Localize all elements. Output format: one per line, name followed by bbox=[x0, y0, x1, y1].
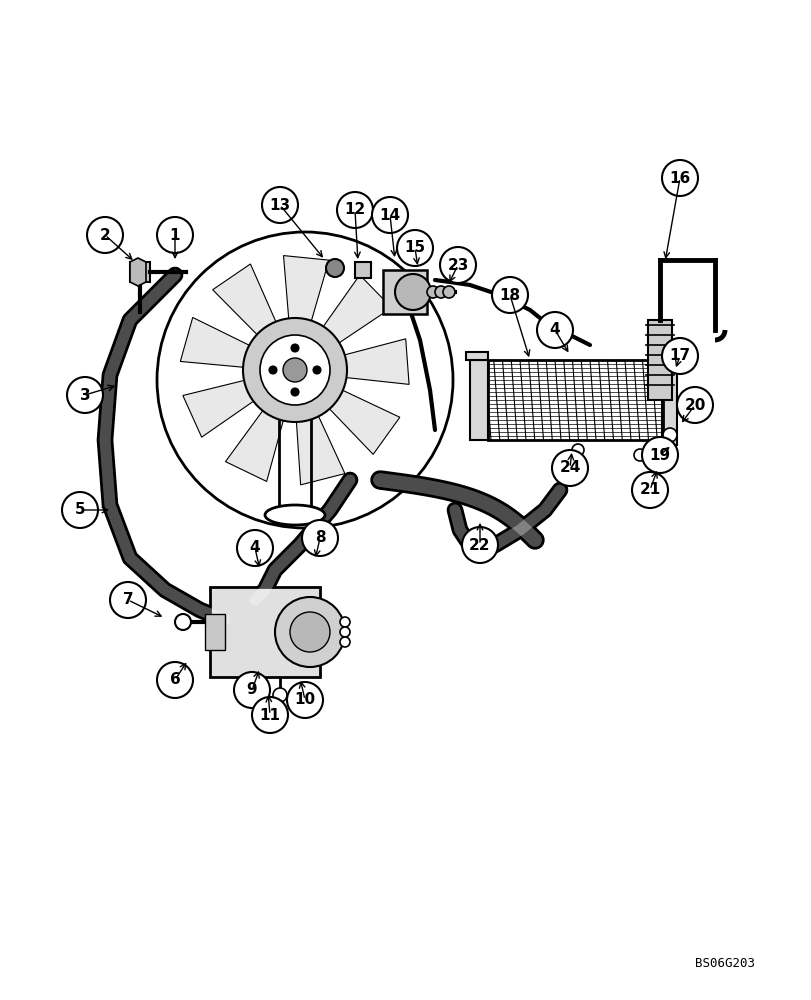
Polygon shape bbox=[182, 375, 271, 437]
Circle shape bbox=[268, 366, 277, 374]
Bar bbox=[661, 355, 676, 445]
Circle shape bbox=[109, 582, 146, 618]
Text: 5: 5 bbox=[75, 502, 85, 518]
Text: 9: 9 bbox=[247, 682, 257, 698]
Bar bbox=[383, 270, 427, 314]
Bar bbox=[204, 614, 225, 650]
Text: 14: 14 bbox=[379, 208, 400, 223]
Polygon shape bbox=[314, 381, 399, 454]
Circle shape bbox=[427, 286, 439, 298]
Circle shape bbox=[262, 187, 298, 223]
Circle shape bbox=[157, 217, 193, 253]
Bar bbox=[354, 262, 371, 278]
Text: 2: 2 bbox=[100, 228, 110, 242]
Text: 6: 6 bbox=[169, 672, 180, 688]
Polygon shape bbox=[283, 256, 328, 342]
Polygon shape bbox=[323, 339, 409, 384]
FancyBboxPatch shape bbox=[130, 262, 150, 282]
Text: BS06G203: BS06G203 bbox=[694, 957, 754, 970]
Polygon shape bbox=[225, 393, 289, 481]
Circle shape bbox=[87, 217, 122, 253]
Circle shape bbox=[325, 259, 344, 277]
Bar bbox=[647, 320, 672, 400]
Circle shape bbox=[237, 530, 272, 566]
Circle shape bbox=[443, 286, 454, 298]
Polygon shape bbox=[212, 264, 285, 350]
Circle shape bbox=[651, 448, 661, 458]
Circle shape bbox=[642, 437, 677, 473]
Text: 4: 4 bbox=[249, 540, 260, 556]
Ellipse shape bbox=[264, 505, 324, 525]
Text: 8: 8 bbox=[315, 530, 325, 546]
Text: 15: 15 bbox=[404, 240, 425, 255]
Circle shape bbox=[251, 697, 288, 733]
Circle shape bbox=[571, 444, 583, 456]
Text: 24: 24 bbox=[559, 460, 580, 476]
Circle shape bbox=[62, 492, 98, 528]
Text: 17: 17 bbox=[668, 349, 689, 363]
Circle shape bbox=[371, 197, 407, 233]
Circle shape bbox=[157, 662, 193, 698]
Circle shape bbox=[234, 672, 270, 708]
Circle shape bbox=[242, 318, 346, 422]
Text: 23: 23 bbox=[447, 257, 468, 272]
Circle shape bbox=[676, 387, 712, 423]
Text: 10: 10 bbox=[294, 692, 315, 708]
Circle shape bbox=[290, 388, 298, 396]
Text: 22: 22 bbox=[469, 538, 490, 552]
Circle shape bbox=[440, 247, 475, 283]
Polygon shape bbox=[294, 396, 345, 485]
Text: 13: 13 bbox=[269, 198, 290, 213]
Text: 11: 11 bbox=[260, 708, 280, 722]
Circle shape bbox=[175, 614, 191, 630]
Circle shape bbox=[633, 449, 646, 461]
Circle shape bbox=[340, 617, 350, 627]
Circle shape bbox=[397, 230, 432, 266]
Polygon shape bbox=[180, 317, 268, 369]
Circle shape bbox=[260, 335, 329, 405]
Bar bbox=[470, 360, 487, 440]
Text: 4: 4 bbox=[549, 322, 560, 338]
Circle shape bbox=[394, 274, 431, 310]
Circle shape bbox=[551, 450, 587, 486]
Circle shape bbox=[290, 612, 329, 652]
Circle shape bbox=[337, 192, 372, 228]
Circle shape bbox=[536, 312, 573, 348]
Bar bbox=[487, 360, 663, 440]
Text: 20: 20 bbox=[684, 397, 705, 412]
Polygon shape bbox=[311, 275, 391, 355]
Circle shape bbox=[302, 520, 337, 556]
Circle shape bbox=[661, 338, 697, 374]
Text: 19: 19 bbox=[649, 448, 670, 462]
Circle shape bbox=[272, 688, 286, 702]
Circle shape bbox=[461, 527, 497, 563]
Circle shape bbox=[661, 160, 697, 196]
Circle shape bbox=[631, 472, 667, 508]
Circle shape bbox=[275, 597, 345, 667]
Text: 7: 7 bbox=[122, 592, 133, 607]
Text: 12: 12 bbox=[344, 202, 365, 218]
Text: 21: 21 bbox=[638, 483, 660, 497]
Text: 16: 16 bbox=[668, 171, 690, 186]
Circle shape bbox=[491, 277, 527, 313]
Text: 3: 3 bbox=[79, 387, 90, 402]
Text: 18: 18 bbox=[499, 288, 520, 302]
Circle shape bbox=[435, 286, 446, 298]
Circle shape bbox=[340, 627, 350, 637]
Circle shape bbox=[283, 358, 307, 382]
Text: 1: 1 bbox=[169, 228, 180, 242]
Circle shape bbox=[290, 344, 298, 352]
Circle shape bbox=[663, 428, 676, 442]
Bar bbox=[466, 352, 487, 360]
FancyBboxPatch shape bbox=[210, 587, 320, 677]
Circle shape bbox=[286, 682, 323, 718]
Circle shape bbox=[312, 366, 320, 374]
Circle shape bbox=[340, 637, 350, 647]
Polygon shape bbox=[130, 258, 146, 286]
Circle shape bbox=[564, 460, 581, 476]
Circle shape bbox=[242, 688, 257, 702]
Circle shape bbox=[67, 377, 103, 413]
